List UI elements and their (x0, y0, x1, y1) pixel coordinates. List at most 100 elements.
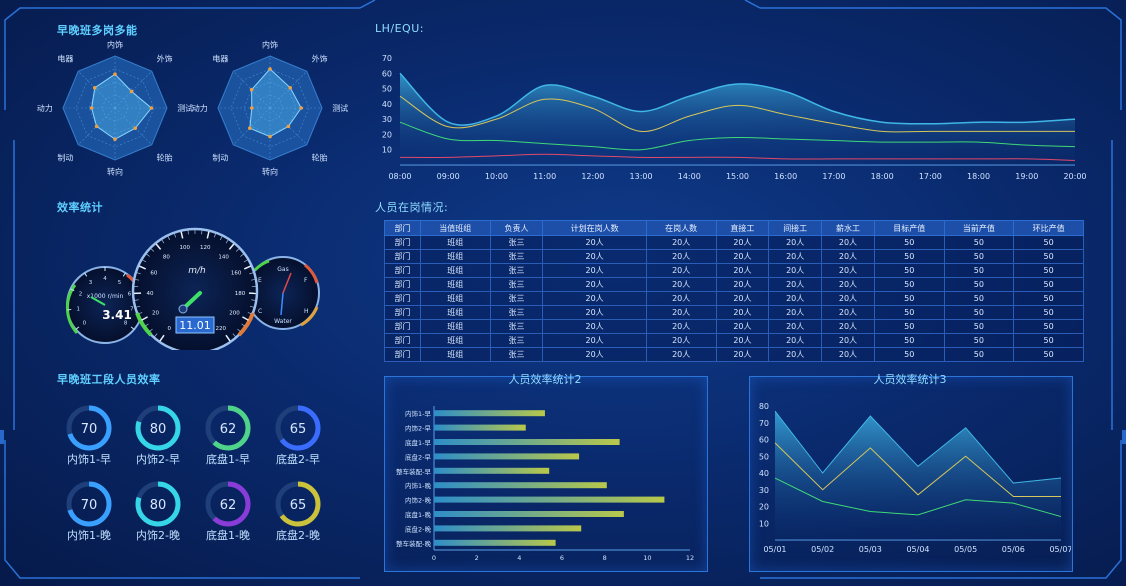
staff-cell: 部门 (384, 305, 421, 320)
speed-minor-tick (219, 236, 223, 241)
speed-tick-label-10: 200 (229, 311, 240, 317)
ring-svg: 65 (275, 405, 321, 451)
table-row: 部门 班组 张三 20人 20人 20人 20人 20人 50 50 50 (384, 291, 1084, 306)
ring-label-4: 内饰1-晚 (67, 529, 111, 542)
c3-ytick-60: 60 (759, 436, 769, 445)
chart3-title: 人员效率统计3 (873, 373, 947, 386)
staff-cell: 20人 (715, 347, 770, 362)
table-row: 部门 班组 张三 20人 20人 20人 20人 20人 50 50 50 (384, 319, 1084, 334)
speed-tick (155, 243, 162, 250)
ring-progress (205, 405, 251, 451)
c3-ytick-30: 30 (759, 486, 769, 495)
staff-header-2: 负责人 (489, 220, 544, 236)
lh-xtick-11: 17:00 (919, 172, 942, 181)
staff-cell: 班组 (419, 347, 491, 362)
efficiency-area-chart: 10 20 30 40 50 60 70 80 05/01 05/02 05/03 05/04 05/0… (759, 402, 1071, 554)
radar-point-4 (268, 134, 272, 139)
ring-value: 65 (290, 498, 307, 513)
speed-minor-tick (249, 272, 254, 275)
speed-minor-tick (146, 253, 150, 257)
lh-xtick-5: 13:00 (630, 172, 653, 181)
staff-cell: 50 (873, 347, 945, 362)
speed-tick (180, 231, 184, 239)
radar-axis-label-right-3: 轮胎 (312, 153, 328, 163)
radar-point-5 (94, 124, 99, 129)
bar-6 (434, 496, 665, 503)
staff-cell: 班组 (419, 291, 491, 306)
bar-xtick-2: 2 (475, 554, 479, 562)
staff-cell: 20人 (542, 291, 647, 306)
table-row: 部门 班组 张三 20人 20人 20人 20人 20人 50 50 50 (384, 235, 1084, 250)
staff-cell: 20人 (821, 277, 875, 292)
staff-cell: 张三 (489, 277, 544, 292)
bar-category-5: 内饰1-晚 (405, 481, 431, 490)
staff-cell: 50 (873, 277, 945, 292)
ring-svg: 62 (205, 481, 251, 527)
ring-svg: 62 (205, 405, 251, 451)
ring-2: 62 (204, 404, 252, 456)
staff-cell: 20人 (542, 263, 647, 278)
radar-spoke (78, 107, 116, 145)
staff-cell: 20人 (821, 333, 875, 348)
staff-cell: 20人 (768, 319, 823, 334)
speed-tick (225, 334, 231, 342)
water-label: Water (274, 318, 292, 325)
staff-cell: 班组 (419, 249, 491, 264)
staff-cell: 20人 (768, 235, 823, 250)
staff-cell: 张三 (489, 319, 544, 334)
speed-gauge-face (131, 227, 259, 350)
staff-cell: 50 (943, 235, 1015, 250)
letter-f: F (304, 277, 308, 284)
radar-axis-label-left-4: 转向 (107, 166, 123, 176)
speed-tick (141, 316, 148, 321)
radar-axis-label-right-1: 外饰 (312, 53, 328, 63)
radar-axis-label-left-0: 内饰 (107, 40, 123, 50)
table-row: 部门 班组 张三 20人 20人 20人 20人 20人 50 50 50 (384, 347, 1084, 362)
rpm-tick-label-1: 1 (76, 307, 80, 313)
c3-xtick-6: 05/07 (1049, 545, 1071, 554)
lh-series-line-0 (399, 72, 1076, 126)
lh-ytick-30: 30 (382, 115, 392, 124)
bar-category-6: 内饰2-晚 (405, 496, 431, 505)
staff-cell: 20人 (821, 291, 875, 306)
radar-axis-label-left-6: 动力 (37, 103, 53, 113)
ring-progress (135, 405, 181, 451)
c3-series-line-1 (774, 442, 1061, 497)
c3-series-area-0 (775, 411, 1061, 540)
speed-minor-tick (237, 328, 241, 332)
table-row: 部门 班组 张三 20人 20人 20人 20人 20人 50 50 50 (384, 277, 1084, 292)
radar-axis-label-left-3: 轮胎 (157, 153, 173, 163)
staff-cell: 张三 (489, 249, 544, 264)
ring-3: 65 (274, 404, 322, 456)
staff-cell: 50 (943, 291, 1015, 306)
speed-minor-tick (174, 233, 177, 238)
staff-cell: 20人 (768, 277, 823, 292)
bar-5 (434, 482, 607, 489)
ring-svg: 65 (275, 481, 321, 527)
speed-minor-tick (249, 305, 254, 308)
radar-point-7 (92, 85, 97, 90)
c3-series-line-0 (774, 410, 1062, 484)
staff-cell: 20人 (821, 235, 875, 250)
ring-label-5: 内饰2-晚 (136, 529, 180, 542)
staff-cell: 20人 (768, 305, 823, 320)
staff-cell: 班组 (419, 277, 491, 292)
radar-spoke (78, 71, 116, 109)
ring-4: 70 (65, 480, 113, 532)
rpm-tick (122, 272, 126, 277)
staff-cell: 20人 (542, 347, 647, 362)
staff-cell: 50 (1013, 235, 1084, 250)
staff-cell: 20人 (768, 291, 823, 306)
ring-progress (135, 481, 181, 527)
radar-point-6 (89, 106, 94, 110)
staff-cell: 20人 (821, 305, 875, 320)
speed-tick-label-8: 160 (231, 271, 242, 277)
lh-xtick-6: 14:00 (678, 172, 701, 181)
table-row: 部门 班组 张三 20人 20人 20人 20人 20人 50 50 50 (384, 333, 1084, 348)
staff-cell: 20人 (542, 235, 647, 250)
c3-xtick-0: 05/01 (763, 545, 786, 554)
lh-xtick-0: 08:00 (388, 172, 411, 181)
staff-cell: 50 (873, 249, 945, 264)
speed-tick-label-3: 60 (150, 271, 157, 277)
staff-header-1: 当值班组 (419, 220, 491, 236)
